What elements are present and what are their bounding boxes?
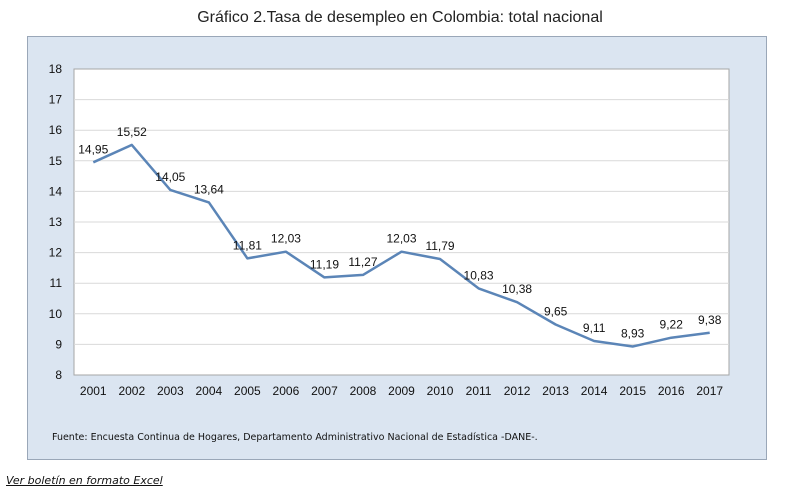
data-label: 9,22 (660, 318, 684, 332)
y-tick-label: 16 (49, 123, 63, 137)
y-tick-label: 15 (49, 154, 63, 168)
data-label: 14,95 (78, 142, 108, 156)
chart-title: Gráfico 2.Tasa de desempleo en Colombia:… (197, 9, 603, 26)
x-tick-label: 2008 (350, 384, 377, 398)
x-tick-label: 2014 (581, 384, 608, 398)
x-axis-ticks: 2001 2002 2003 2004 2005 2006 2007 2008 2009 2010… (80, 384, 723, 398)
data-label: 10,83 (464, 268, 494, 282)
excel-bulletin-link[interactable]: Ver boletín en formato Excel (6, 474, 163, 487)
y-tick-label: 11 (50, 276, 63, 290)
x-tick-label: 2006 (273, 384, 300, 398)
y-tick-label: 8 (55, 368, 62, 382)
data-label: 10,38 (502, 282, 532, 296)
data-label: 8,93 (621, 327, 645, 341)
x-tick-label: 2002 (118, 384, 145, 398)
x-tick-label: 2003 (157, 384, 184, 398)
x-tick-label: 2015 (619, 384, 646, 398)
data-label: 12,03 (386, 232, 416, 246)
x-tick-label: 2011 (466, 384, 492, 398)
data-label: 9,65 (544, 305, 568, 319)
data-label: 15,52 (117, 125, 147, 139)
data-label: 9,38 (698, 313, 722, 327)
data-label: 13,64 (194, 182, 224, 196)
y-tick-label: 14 (49, 184, 63, 198)
x-tick-label: 2012 (504, 384, 531, 398)
y-tick-label: 12 (49, 246, 63, 260)
x-tick-label: 2001 (80, 384, 107, 398)
x-tick-label: 2005 (234, 384, 261, 398)
data-label: 11,81 (233, 238, 262, 252)
data-label: 14,05 (155, 170, 185, 184)
x-tick-label: 2010 (427, 384, 454, 398)
x-tick-label: 2013 (542, 384, 569, 398)
data-labels: 14,95 15,52 14,05 13,64 11,81 12,03 11,19 11,27… (78, 125, 721, 341)
y-axis-ticks: 8 9 10 11 12 13 14 15 16 17 18 (49, 62, 63, 382)
x-tick-label: 2009 (388, 384, 415, 398)
data-label: 12,03 (271, 232, 301, 246)
source-note: Fuente: Encuesta Continua de Hogares, De… (52, 432, 538, 443)
data-label: 11,27 (348, 255, 377, 269)
y-tick-label: 9 (55, 337, 62, 351)
x-tick-label: 2007 (311, 384, 338, 398)
y-tick-label: 18 (49, 62, 63, 76)
data-label: 11,19 (310, 257, 339, 271)
x-tick-label: 2016 (658, 384, 685, 398)
x-tick-label: 2004 (196, 384, 223, 398)
y-tick-label: 17 (49, 93, 63, 107)
data-label: 11,79 (425, 239, 454, 253)
x-tick-label: 2017 (696, 384, 723, 398)
y-tick-label: 13 (49, 215, 63, 229)
data-label: 9,11 (583, 321, 606, 335)
y-tick-label: 10 (49, 307, 63, 321)
unemployment-line (92, 143, 710, 348)
